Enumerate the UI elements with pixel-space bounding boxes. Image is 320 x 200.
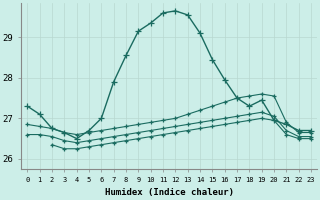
X-axis label: Humidex (Indice chaleur): Humidex (Indice chaleur)	[105, 188, 234, 197]
